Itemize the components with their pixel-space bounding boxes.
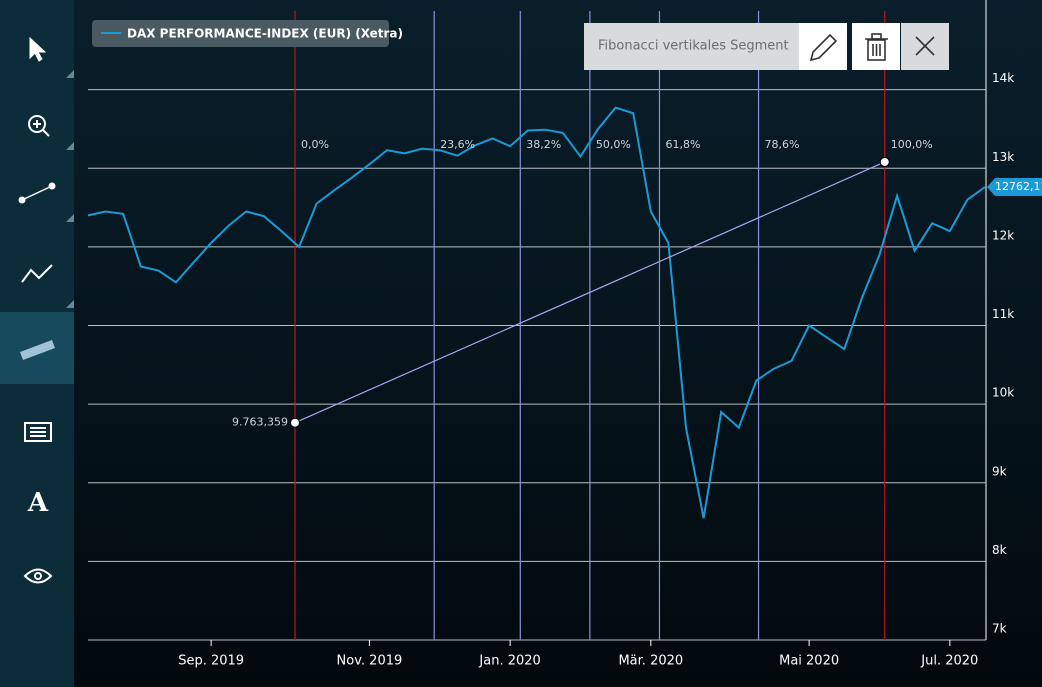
news-icon[interactable] [24,422,52,442]
x-tick-label: Nov. 2019 [337,654,403,669]
x-tick-label: Sep. 2019 [178,654,244,669]
tool-label: Fibonacci vertikales Segment [598,39,789,54]
legend-label: DAX PERFORMANCE-INDEX (EUR) (Xetra) [127,27,403,41]
y-tick-label: 14k [992,71,1014,85]
y-tick-label: 10k [992,386,1014,400]
x-tick-label: Mär. 2020 [618,654,683,669]
edit-icon[interactable] [809,33,838,62]
fib-icon[interactable] [20,340,55,360]
legend-box [92,20,389,47]
fib-anchor [879,156,890,167]
y-tick-label: 11k [992,307,1014,321]
tool-label-box [584,23,799,70]
fib-level-label: 100,0% [891,138,933,151]
y-tick-label: 7k [992,622,1007,636]
sidebar-icons[interactable]: A [18,36,74,584]
y-tick-label: 13k [992,150,1014,164]
trendline-icon[interactable] [18,182,56,204]
eye-icon[interactable] [23,568,53,584]
y-tick-label: 8k [992,543,1007,557]
cursor-icon[interactable] [29,36,47,62]
x-tick-label: Jul. 2020 [920,654,978,669]
fib-level-label: 78,6% [765,138,800,151]
y-tick-label: 12k [992,228,1014,242]
x-tick-label: Mai 2020 [779,654,839,669]
edit-button[interactable] [799,23,847,70]
fib-anchor [290,417,301,428]
series-line [87,106,986,519]
fib-level-label: 38,2% [526,138,561,151]
delete-icon[interactable] [865,33,888,61]
fib-level-label: 0,0% [301,138,329,151]
fib-level-label: 23,6% [440,138,475,151]
last-value-label: 12762,11 [995,180,1042,193]
fib-anchor-label: 9.763,359 [232,416,288,429]
text-icon[interactable]: A [27,488,49,518]
zoom-icon[interactable] [28,115,50,137]
last-value-badge [987,177,1042,196]
close-icon[interactable] [915,36,935,56]
y-tick-label: 9k [992,464,1007,478]
fib-trendline [294,161,885,424]
x-tick-label: Jan. 2020 [478,654,540,669]
tool-panel: Fibonacci vertikales Segment [584,23,949,70]
fib-level-label: 61,8% [665,138,700,151]
fib-level-label: 50,0% [596,138,631,151]
line-icon[interactable] [21,264,53,283]
